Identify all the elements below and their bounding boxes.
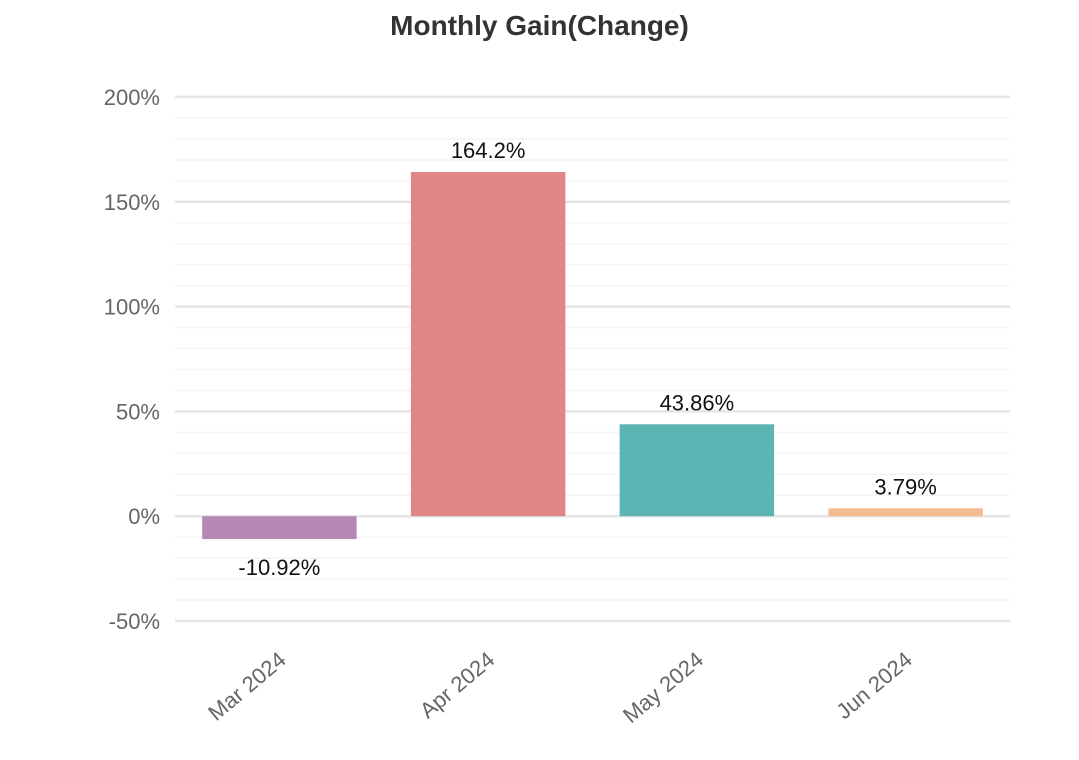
x-tick-label: Apr 2024 [415, 647, 499, 724]
y-tick-label: 50% [116, 399, 160, 424]
chart-title: Monthly Gain(Change) [390, 10, 689, 41]
y-tick-label: 100% [104, 295, 160, 320]
data-label: 3.79% [874, 474, 936, 499]
y-tick-label: -50% [109, 609, 160, 634]
y-tick-label: 0% [128, 504, 160, 529]
bar-jun-2024 [828, 508, 983, 517]
y-tick-label: 150% [104, 190, 160, 215]
data-label: -10.92% [238, 555, 320, 580]
y-tick-label: 200% [104, 85, 160, 110]
bar-mar-2024 [202, 516, 357, 540]
bar-may-2024 [619, 424, 775, 517]
x-tick-label: Jun 2024 [831, 647, 916, 724]
x-tick-label: May 2024 [618, 647, 708, 728]
data-label: 164.2% [451, 138, 526, 163]
grid-lines [175, 95, 1010, 623]
data-label: 43.86% [660, 390, 735, 415]
bar-apr-2024 [410, 172, 566, 517]
x-tick-label: Mar 2024 [203, 647, 290, 726]
